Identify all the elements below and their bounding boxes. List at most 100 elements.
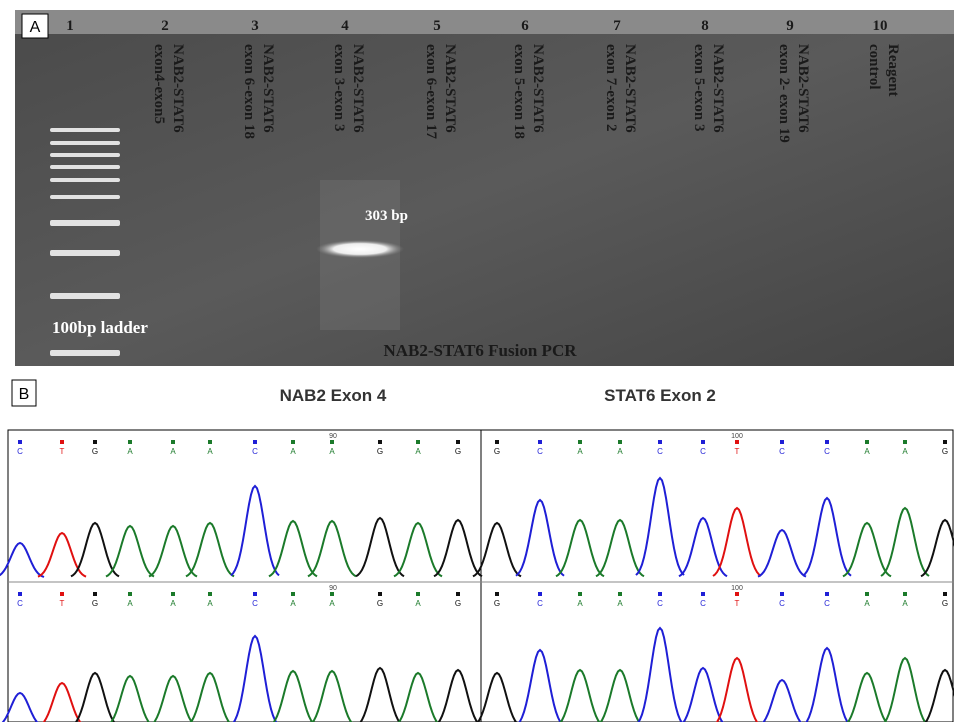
lane-label: exon4-exon5 [151,44,167,124]
ladder-band [50,128,120,132]
band [316,240,404,258]
base-call: A [577,599,583,608]
peak [715,656,759,722]
base-call: G [377,599,383,608]
ladder-band [50,153,120,157]
base-call: A [290,447,296,456]
panel-label: A [30,19,41,36]
base-marker [658,592,662,596]
lane-label: exon 7-exon 2 [603,44,619,132]
lane-label: exon 2- exon 19 [776,44,792,143]
peak [307,519,357,578]
peak [268,519,318,578]
base-marker [578,592,582,596]
caption: NAB2-STAT6 Fusion PCR [383,341,577,360]
base-marker [60,440,64,444]
base-marker [93,592,97,596]
ladder-band [50,220,120,226]
base-marker [93,440,97,444]
peak [70,521,120,578]
base-call: A [127,447,133,456]
base-marker [618,440,622,444]
peak [595,518,645,578]
peak [0,541,45,578]
base-call: C [537,447,543,456]
panel-label: B [19,386,30,403]
lane-number: 1 [66,18,74,34]
peak [805,646,849,722]
lane-label: exon 3-exon 3 [331,44,347,132]
lane-label: NAB2-STAT6 [710,44,726,133]
base-call: A [415,447,421,456]
peak [920,518,954,578]
peak [555,518,605,578]
peak [1,691,39,722]
base-call: G [942,599,948,608]
lane-label: exon 5-exon 3 [691,44,707,132]
base-call: A [864,447,870,456]
base-marker [208,440,212,444]
position-number: 90 [329,433,337,440]
base-call: A [329,599,335,608]
base-marker [456,592,460,596]
lane-number: 6 [521,18,529,34]
peak [762,678,802,722]
peak [635,476,685,576]
base-call: C [17,447,23,456]
base-call: C [252,599,258,608]
lane-number: 7 [613,18,621,34]
peak [105,524,155,578]
peak [74,671,116,722]
lane-number: 3 [251,18,259,34]
base-call: G [942,447,948,456]
base-call: A [207,447,213,456]
base-marker [658,440,662,444]
lane-number: 4 [341,18,349,34]
peak [883,656,927,722]
base-call: C [252,447,258,456]
base-call: G [92,599,98,608]
base-call: C [537,599,543,608]
base-call: A [329,447,335,456]
base-marker [128,440,132,444]
lane-label: Reagent [885,44,901,97]
base-call: A [207,599,213,608]
base-call: A [127,599,133,608]
lane-number: 8 [701,18,709,34]
base-marker [538,440,542,444]
base-call: C [17,599,23,608]
lane-label: exon 6-exon 17 [423,44,439,139]
base-marker [253,440,257,444]
base-marker [378,440,382,444]
base-call: C [779,599,785,608]
base-marker [128,592,132,596]
base-marker [780,440,784,444]
base-call: A [617,447,623,456]
base-call: T [60,599,65,608]
base-call: C [657,599,663,608]
peak [272,669,314,722]
base-call: C [779,447,785,456]
peak [476,671,518,722]
base-call: C [700,447,706,456]
base-call: C [824,599,830,608]
peak [148,524,198,578]
base-marker [780,592,784,596]
base-marker [825,592,829,596]
gel-top [15,10,954,34]
base-marker [865,592,869,596]
peak [559,668,601,722]
base-call: G [92,447,98,456]
peak [682,666,724,722]
base-marker [18,592,22,596]
lane-label: NAB2-STAT6 [622,44,638,133]
base-call: C [700,599,706,608]
base-marker [903,592,907,596]
peak [712,506,762,577]
band-label: 303 bp [365,208,408,224]
peak [515,498,565,577]
ladder-label: 100bp ladder [52,318,148,337]
base-marker [171,592,175,596]
lane-label: NAB2-STAT6 [350,44,366,133]
